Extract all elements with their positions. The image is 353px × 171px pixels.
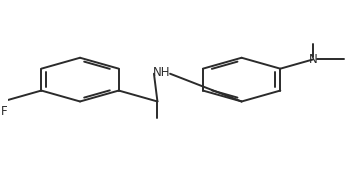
Text: N: N [309,53,317,66]
Text: F: F [1,105,7,118]
Text: NH: NH [153,66,170,79]
